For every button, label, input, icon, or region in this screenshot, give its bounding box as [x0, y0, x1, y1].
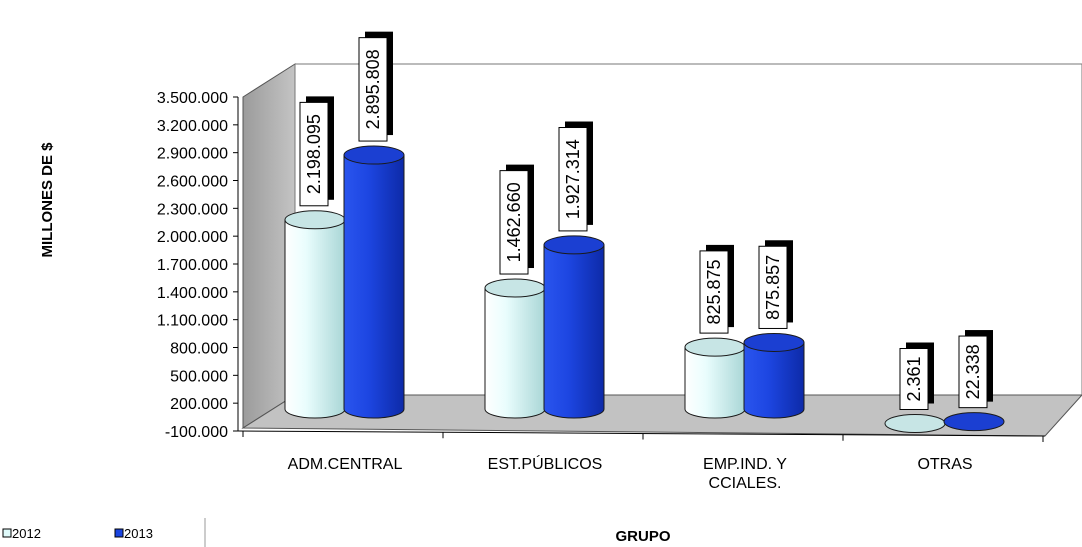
- y-tick-label: 2.900.000: [157, 146, 228, 163]
- bar-body: [484, 287, 546, 419]
- bar-2012-0: [284, 210, 346, 419]
- x-axis-title: GRUPO: [615, 528, 670, 545]
- legend-label-2013: 2013: [124, 526, 153, 541]
- legend-label-2012: 2012: [12, 526, 41, 541]
- data-label: 2.361: [899, 342, 934, 411]
- bar-body: [284, 219, 346, 419]
- data-label: 2.895.808: [358, 31, 393, 142]
- y-tick-label: 2.000.000: [157, 229, 228, 246]
- bar-body: [743, 341, 805, 419]
- y-tick-label: 3.500.000: [157, 90, 228, 107]
- x-tick-label: ADM.CENTRAL: [288, 456, 403, 473]
- legend-swatch-2012: [2, 528, 12, 538]
- x-tick-label: EST.PÚBLICOS: [488, 454, 603, 473]
- bar-cap: [484, 278, 546, 298]
- bar-2013-2: [743, 332, 805, 419]
- bar-2013-1: [543, 235, 605, 419]
- y-tick-label: 500.000: [170, 368, 228, 385]
- data-label-box: [358, 37, 388, 142]
- bar-cap: [743, 332, 805, 352]
- legend: 2012 2013: [2, 518, 206, 547]
- y-axis-title: MILLONES DE $: [39, 142, 56, 258]
- bar-body: [343, 154, 405, 419]
- data-label-text: 1.927.314: [563, 139, 583, 219]
- y-tick-label: 1.100.000: [157, 313, 228, 330]
- y-tick-label: 200.000: [170, 396, 228, 413]
- bar-body: [543, 244, 605, 419]
- bar-body: [684, 346, 746, 419]
- data-label-text: 2.198.095: [304, 114, 324, 194]
- bar-2012-2: [684, 337, 746, 419]
- data-label-text: 2.895.808: [363, 49, 383, 129]
- data-label: 875.857: [758, 240, 793, 329]
- data-label: 1.462.660: [499, 164, 534, 275]
- data-label: 1.927.314: [558, 121, 593, 232]
- data-label-text: 22.338: [963, 344, 983, 399]
- data-label-box: [899, 348, 929, 411]
- y-tick-label: 2.300.000: [157, 201, 228, 218]
- bar-cap: [284, 210, 346, 230]
- bar-cap: [884, 414, 946, 434]
- data-label: 22.338: [958, 330, 993, 409]
- x-axis-line: [237, 430, 1046, 437]
- data-label-box: [699, 250, 729, 334]
- bar-cap: [684, 337, 746, 357]
- data-label: 2.198.095: [299, 96, 334, 207]
- data-label-text: 2.361: [904, 356, 924, 401]
- y-tick-label: 1.700.000: [157, 257, 228, 274]
- data-label-text: 1.462.660: [504, 182, 524, 262]
- floor: [241, 394, 1082, 437]
- data-label: 825.875: [699, 244, 734, 334]
- x-tick-label: OTRAS: [917, 456, 972, 473]
- bar-2013-3: [943, 412, 1005, 432]
- y-tick-label: -100.000: [165, 424, 228, 441]
- y-tick-label: 3.200.000: [157, 118, 228, 135]
- data-label-text: 825.875: [704, 259, 724, 324]
- bar-cap: [543, 235, 605, 255]
- y-tick-label: 1.400.000: [157, 285, 228, 302]
- data-label-box: [958, 335, 988, 409]
- data-label-box: [758, 245, 788, 329]
- data-label-box: [499, 170, 529, 275]
- data-label-box: [299, 101, 329, 207]
- x-tick-label: EMP.IND. Y CCIALES.: [703, 456, 787, 492]
- data-label-box: [558, 127, 588, 232]
- bar-2012-1: [484, 278, 546, 419]
- y-tick-label: 2.600.000: [157, 174, 228, 191]
- data-label-text: 875.857: [763, 255, 783, 320]
- bar-2012-3: [884, 414, 946, 434]
- y-tick-label: 800.000: [170, 341, 228, 358]
- bar-cap: [343, 145, 405, 165]
- bar-2013-0: [343, 145, 405, 419]
- bar-cap: [943, 412, 1005, 432]
- legend-swatch-2013: [114, 528, 124, 538]
